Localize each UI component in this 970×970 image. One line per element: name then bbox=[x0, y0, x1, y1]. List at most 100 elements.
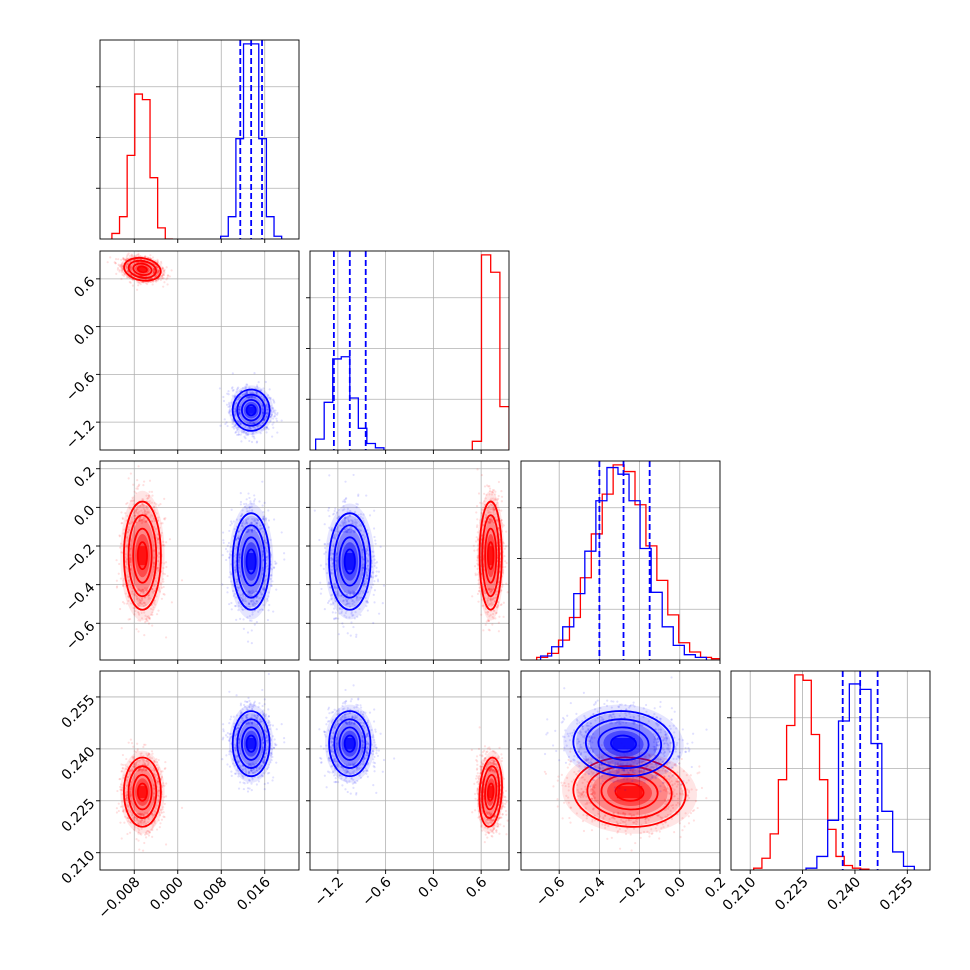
sample-point bbox=[492, 760, 496, 763]
sample-point bbox=[233, 395, 236, 399]
sample-point bbox=[476, 763, 479, 766]
sample-point bbox=[157, 551, 161, 554]
sample-point bbox=[142, 759, 145, 762]
sample-point bbox=[247, 602, 250, 606]
sample-point bbox=[258, 500, 261, 503]
y-tick-label: 0.210 bbox=[59, 848, 99, 888]
sample-point bbox=[118, 778, 121, 781]
sample-point bbox=[143, 811, 147, 815]
sample-point bbox=[242, 520, 245, 524]
sample-point bbox=[256, 517, 259, 520]
sample-point bbox=[141, 769, 144, 772]
sample-point bbox=[251, 778, 254, 781]
sample-point bbox=[238, 570, 241, 574]
sample-point bbox=[261, 710, 264, 714]
sample-point bbox=[159, 822, 162, 825]
sample-point bbox=[124, 815, 127, 818]
sample-point bbox=[161, 266, 165, 269]
sample-point bbox=[483, 591, 486, 595]
sample-point bbox=[129, 281, 132, 284]
sample-point bbox=[270, 751, 273, 754]
sample-point bbox=[116, 585, 119, 588]
sample-point bbox=[132, 765, 135, 768]
sample-point bbox=[338, 515, 341, 518]
sample-point bbox=[261, 747, 264, 750]
sample-point bbox=[264, 418, 267, 421]
sample-point bbox=[163, 544, 166, 547]
sample-point bbox=[247, 527, 250, 530]
sample-point bbox=[251, 768, 254, 772]
sample-point bbox=[497, 768, 500, 771]
sample-point bbox=[127, 599, 130, 603]
sample-point bbox=[262, 559, 265, 562]
sample-point bbox=[343, 590, 346, 593]
sample-point bbox=[225, 558, 228, 562]
sample-point bbox=[366, 600, 369, 603]
sample-point bbox=[251, 517, 254, 521]
sample-point bbox=[242, 595, 245, 598]
sample-point bbox=[482, 604, 485, 607]
sample-point bbox=[153, 809, 156, 812]
sample-point bbox=[355, 635, 358, 638]
sample-point bbox=[138, 819, 141, 822]
sample-point bbox=[348, 514, 352, 518]
sample-point bbox=[248, 591, 252, 595]
sample-point bbox=[271, 779, 274, 782]
sample-point bbox=[497, 601, 500, 604]
sample-point bbox=[349, 592, 352, 595]
sample-point bbox=[130, 769, 133, 772]
sample-point bbox=[265, 403, 268, 406]
sample-point bbox=[241, 393, 244, 396]
sample-point bbox=[118, 534, 121, 537]
sample-point bbox=[254, 528, 257, 532]
sample-point bbox=[139, 754, 143, 757]
sample-point bbox=[338, 607, 341, 610]
sample-point bbox=[492, 506, 495, 509]
sample-point bbox=[366, 574, 369, 577]
sample-point bbox=[237, 558, 241, 562]
sample-point bbox=[248, 699, 251, 702]
sample-point bbox=[122, 579, 125, 582]
sample-point bbox=[147, 494, 150, 497]
sample-point bbox=[147, 511, 150, 514]
sample-point bbox=[234, 748, 237, 752]
sample-point bbox=[156, 566, 159, 570]
sample-point bbox=[137, 619, 140, 622]
sample-point bbox=[366, 600, 369, 604]
sample-point bbox=[248, 590, 251, 593]
sample-point bbox=[157, 270, 160, 274]
sample-point bbox=[121, 600, 125, 604]
sample-point bbox=[134, 514, 137, 517]
sample-point bbox=[476, 559, 479, 562]
sample-point bbox=[335, 568, 339, 571]
sample-point bbox=[341, 509, 344, 512]
sample-point bbox=[483, 485, 487, 488]
sample-point bbox=[123, 821, 126, 824]
sample-point bbox=[488, 598, 492, 601]
sample-point bbox=[156, 782, 160, 785]
sample-point bbox=[237, 608, 240, 612]
sample-point bbox=[124, 560, 127, 564]
sample-point bbox=[252, 705, 255, 709]
sample-point bbox=[252, 421, 255, 425]
sample-point bbox=[348, 514, 351, 517]
sample-point bbox=[489, 814, 492, 817]
sample-point bbox=[338, 594, 341, 597]
sample-point bbox=[136, 281, 139, 284]
sample-point bbox=[480, 473, 484, 477]
sample-point bbox=[250, 769, 253, 772]
contour-red bbox=[132, 773, 153, 811]
sample-point bbox=[359, 613, 362, 617]
sample-point bbox=[477, 589, 481, 592]
sample-point bbox=[266, 408, 269, 411]
sample-point bbox=[246, 721, 249, 724]
sample-point bbox=[246, 713, 249, 716]
sample-point bbox=[494, 617, 497, 620]
sample-point bbox=[256, 519, 260, 522]
sample-point bbox=[488, 518, 491, 521]
sample-point bbox=[116, 789, 119, 793]
sample-point bbox=[332, 543, 335, 546]
sample-point bbox=[337, 515, 341, 519]
sample-point bbox=[476, 468, 479, 471]
sample-point bbox=[269, 723, 272, 727]
